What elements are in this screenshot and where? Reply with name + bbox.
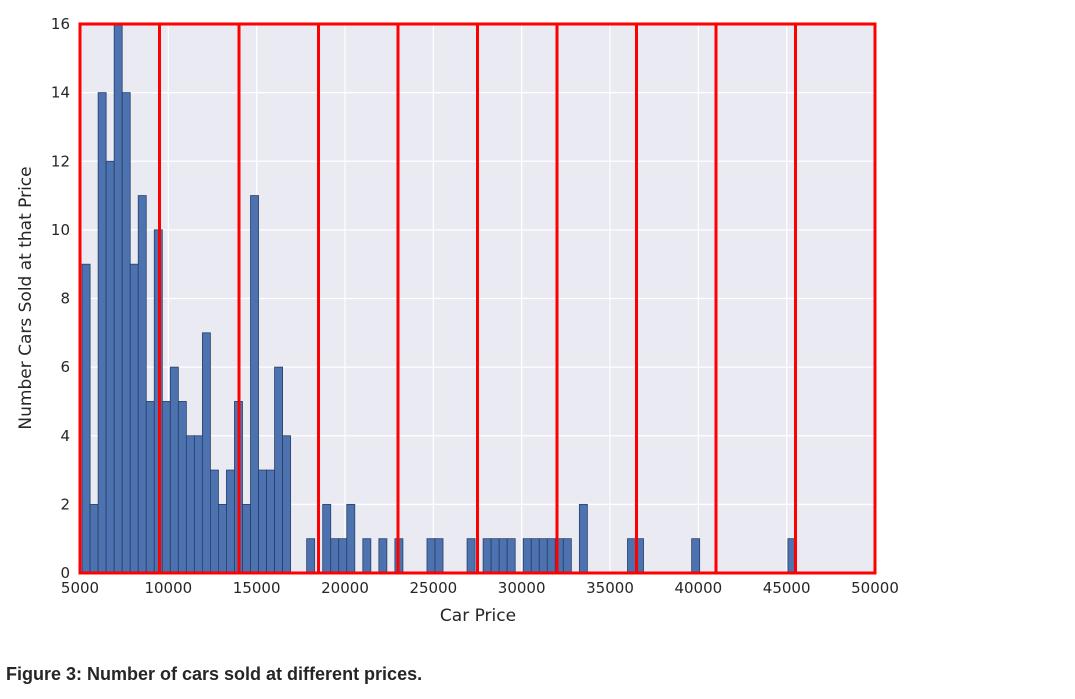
histogram-bar xyxy=(466,538,476,574)
histogram-bar xyxy=(121,92,131,574)
histogram-bar xyxy=(210,469,219,574)
histogram-bar xyxy=(498,538,508,574)
histogram-bar xyxy=(378,538,388,574)
histogram-bar xyxy=(201,332,211,574)
y-tick-label: 2 xyxy=(60,495,70,513)
figure-caption: Figure 3: Number of cars sold at differe… xyxy=(6,664,423,684)
histogram-bar xyxy=(482,538,492,574)
histogram-bar xyxy=(137,195,147,574)
histogram-bar xyxy=(145,401,155,574)
x-tick-label: 35000 xyxy=(586,579,634,597)
histogram-bar xyxy=(81,263,91,574)
histogram-bar xyxy=(691,538,701,574)
histogram-bar xyxy=(546,538,556,574)
histogram-bar xyxy=(129,263,139,574)
x-tick-label: 40000 xyxy=(674,579,722,597)
histogram-bar xyxy=(562,538,572,574)
histogram-bar xyxy=(169,366,179,574)
histogram-bar xyxy=(426,538,436,574)
histogram-bar xyxy=(266,469,275,574)
x-tick-label: 50000 xyxy=(851,579,899,597)
histogram-bar xyxy=(113,23,123,574)
histogram-bar xyxy=(627,538,636,574)
histogram-bar xyxy=(226,469,235,574)
histogram-bar xyxy=(258,469,267,574)
histogram-bar xyxy=(506,538,516,574)
y-tick-label: 4 xyxy=(60,427,70,445)
histogram-bar xyxy=(346,503,356,574)
histogram-bar xyxy=(250,195,259,574)
histogram-bar xyxy=(282,435,292,574)
histogram-bar xyxy=(322,503,332,574)
histogram-bar xyxy=(177,401,187,574)
y-axis-label: Number Cars Sold at that Price xyxy=(16,166,36,429)
histogram-bar xyxy=(578,503,588,574)
y-tick-label: 10 xyxy=(51,221,70,239)
histogram-bar xyxy=(306,538,316,574)
histogram-bar xyxy=(522,538,532,574)
y-tick-labels: 0 2 4 6 8 10 12 14 16 xyxy=(51,15,70,582)
x-tick-labels: 5000 10000 15000 20000 25000 30000 35000 40000 4… xyxy=(61,579,899,597)
histogram-bar xyxy=(89,503,99,574)
histogram-bar xyxy=(338,538,348,574)
red-annotation-box xyxy=(794,22,877,575)
histogram-bar xyxy=(490,538,500,574)
y-tick-label: 16 xyxy=(51,15,70,33)
histogram-bar xyxy=(274,366,284,574)
y-tick-label: 0 xyxy=(60,564,70,582)
y-tick-label: 12 xyxy=(51,152,70,170)
x-tick-label: 10000 xyxy=(144,579,192,597)
red-annotation-boxes xyxy=(78,22,877,575)
histogram-bar xyxy=(105,160,115,574)
x-axis-label: Car Price xyxy=(440,606,516,626)
histogram-bar xyxy=(242,503,251,574)
x-tick-label: 30000 xyxy=(498,579,546,597)
x-tick-label: 20000 xyxy=(321,579,369,597)
histogram-bar xyxy=(362,538,372,574)
histogram-bar xyxy=(530,538,540,574)
histogram-bar xyxy=(161,401,171,574)
histogram-bar xyxy=(330,538,340,574)
y-tick-label: 6 xyxy=(60,358,70,376)
y-tick-label: 8 xyxy=(60,290,70,308)
histogram-bar xyxy=(193,435,203,574)
x-tick-label: 15000 xyxy=(233,579,281,597)
histogram-bar xyxy=(185,435,195,574)
x-tick-label: 45000 xyxy=(763,579,811,597)
histogram-bar xyxy=(538,538,548,574)
histogram-bar xyxy=(434,538,444,574)
histogram-bar xyxy=(218,503,227,574)
histogram-bar xyxy=(97,92,107,574)
x-tick-label: 5000 xyxy=(61,579,99,597)
x-tick-label: 25000 xyxy=(409,579,457,597)
y-tick-label: 14 xyxy=(51,84,70,102)
